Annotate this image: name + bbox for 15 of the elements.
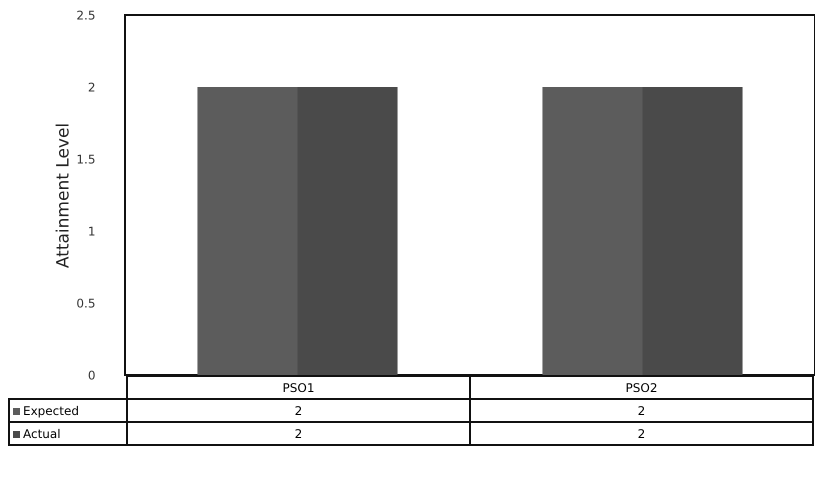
data-label: 2 — [127, 422, 470, 445]
legend-label: Expected — [9, 399, 127, 422]
y-tick-label: 2.5 — [76, 8, 96, 22]
data-label: 2 — [470, 399, 813, 422]
y-tick-label: 1.5 — [76, 152, 96, 166]
y-tick-label: 0.5 — [76, 296, 96, 310]
data-label: 2 — [470, 422, 813, 445]
y-tick-label: 1 — [88, 224, 96, 238]
x-tick-label: PSO1 — [127, 376, 470, 399]
data-label: 2 — [127, 399, 470, 422]
y-axis-title: Attainment Level — [53, 122, 74, 268]
y-tick-label: 2 — [88, 80, 96, 94]
y-tick-label: 0 — [88, 368, 96, 382]
x-tick-label: PSO2 — [470, 376, 813, 399]
legend-label: Actual — [9, 422, 127, 445]
